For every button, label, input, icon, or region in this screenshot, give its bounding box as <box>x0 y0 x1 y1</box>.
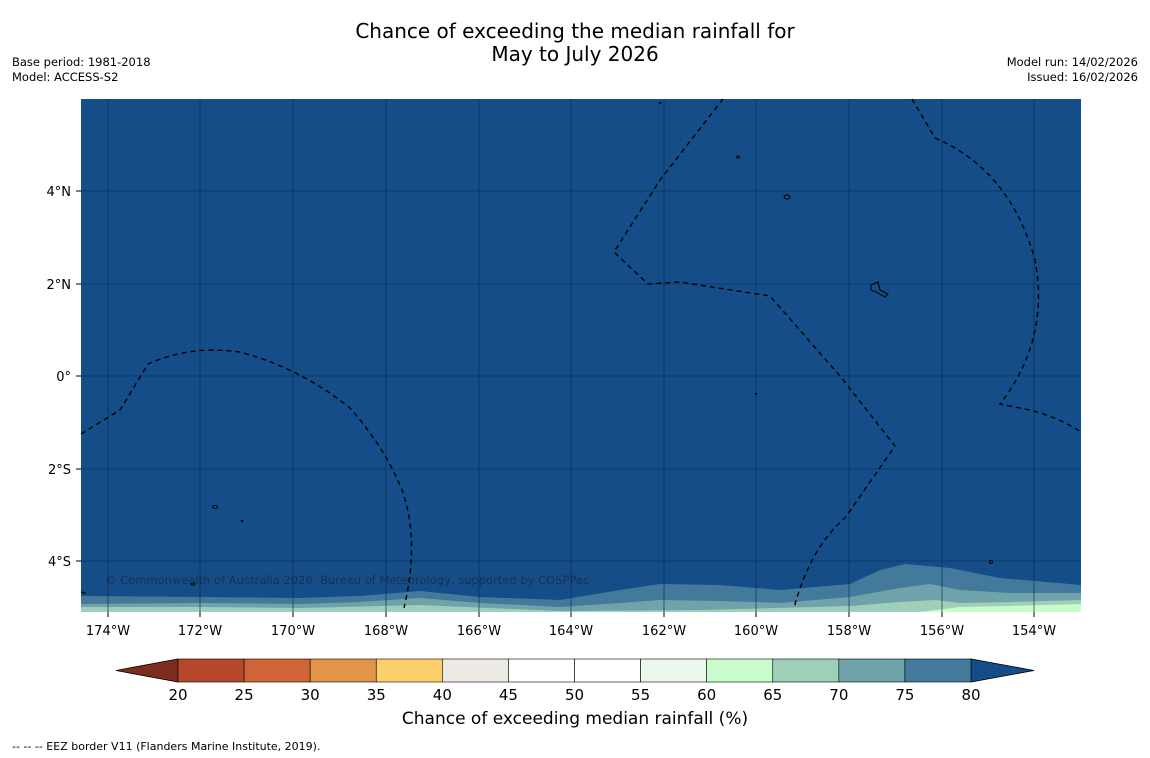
island <box>190 582 196 586</box>
island <box>754 392 758 396</box>
lon-tick-label: 154°W <box>1012 624 1056 639</box>
eez-footnote: -- -- -- EEZ border V11 (Flanders Marine… <box>12 740 321 753</box>
lon-tick-label: 164°W <box>549 624 593 639</box>
colorbar-tick-label: 75 <box>895 686 914 704</box>
colorbar-tick-label: 45 <box>499 686 518 704</box>
lat-tick-label: 2°N <box>47 278 72 293</box>
eez-border-kiribati-west <box>80 349 413 609</box>
colorbar-segment <box>838 658 906 683</box>
colorbar-segment <box>904 658 972 683</box>
island <box>240 519 244 523</box>
colorbar-tick-label: 25 <box>235 686 254 704</box>
lat-tick-label: 0° <box>56 370 71 385</box>
colorbar-tick-label: 65 <box>763 686 782 704</box>
copyright-text: © Commonwealth of Australia 2026, Bureau… <box>105 573 590 587</box>
colorbar-tick-label: 20 <box>168 686 187 704</box>
gridlines <box>81 99 1081 612</box>
lat-tick-label: 2°S <box>48 463 71 478</box>
colorbar-tick-label: 40 <box>433 686 452 704</box>
colorbar-tick-label: 80 <box>961 686 980 704</box>
lon-tick-label: 172°W <box>178 624 222 639</box>
lon-tick-label: 158°W <box>827 624 871 639</box>
chart-title-line2: May to July 2026 <box>491 42 659 66</box>
colorbar-segment <box>574 658 641 683</box>
colorbar-over-arrow <box>970 658 1035 683</box>
colorbar-tick-label: 50 <box>565 686 584 704</box>
colorbar-segment <box>508 658 575 683</box>
colorbar-segment <box>706 658 774 683</box>
colorbar-under-arrow <box>115 658 179 683</box>
model-run-text: Model run: 14/02/2026 <box>1006 55 1138 69</box>
colorbar-segment <box>177 658 245 683</box>
eez-border-sw-corner <box>80 591 89 595</box>
lon-tick-label: 160°W <box>734 624 778 639</box>
band-70-75 <box>81 584 1081 612</box>
meta-right: Model run: 14/02/2026 Issued: 16/02/2026 <box>1007 55 1138 85</box>
colorbar: 20 25 30 35 40 45 50 55 60 65 70 75 80 <box>115 658 1035 704</box>
lon-tick-label: 174°W <box>86 624 130 639</box>
island <box>989 560 993 564</box>
eez-borders <box>80 98 1082 609</box>
meta-left: Base period: 1981-2018 Model: ACCESS-S2 <box>12 55 151 85</box>
island <box>783 194 791 200</box>
colorbar-tick-label: 35 <box>367 686 386 704</box>
colorbar-segment <box>243 658 311 683</box>
base-period-text: Base period: 1981-2018 <box>12 55 151 69</box>
island <box>212 505 218 509</box>
colorbar-segment <box>375 658 443 683</box>
lon-tick-label: 156°W <box>920 624 964 639</box>
lat-labels: 4°N 2°N 0° 2°S 4°S <box>47 185 81 570</box>
island <box>736 155 740 159</box>
lon-tick-label: 168°W <box>364 624 408 639</box>
band-65-70 <box>81 600 1081 612</box>
island <box>658 101 662 105</box>
eez-border-east <box>911 98 1082 433</box>
lon-tick-label: 170°W <box>271 624 315 639</box>
lat-tick-label: 4°S <box>48 555 71 570</box>
colorbar-segment <box>442 658 509 683</box>
lon-tick-label: 162°W <box>642 624 686 639</box>
issued-text: Issued: 16/02/2026 <box>1027 70 1138 84</box>
lon-labels: 174°W 172°W 170°W 168°W 166°W 164°W 162°W 160°W… <box>86 612 1056 639</box>
colorbar-tick-label: 60 <box>697 686 716 704</box>
colorbar-segment <box>772 658 840 683</box>
colorbar-tick-label: 30 <box>301 686 320 704</box>
islands <box>190 101 993 586</box>
colorbar-segment <box>309 658 377 683</box>
lon-tick-label: 166°W <box>457 624 501 639</box>
lat-tick-label: 4°N <box>47 185 72 200</box>
colorbar-tick-label: 55 <box>631 686 650 704</box>
colorbar-segment <box>640 658 707 683</box>
colorbar-label: Chance of exceeding median rainfall (%) <box>401 709 749 729</box>
model-text: Model: ACCESS-S2 <box>12 70 119 84</box>
band-60-65 <box>920 604 1081 612</box>
chart-title-line1: Chance of exceeding the median rainfall … <box>355 19 795 43</box>
colorbar-tick-label: 70 <box>829 686 848 704</box>
island <box>870 281 889 298</box>
ocean-background <box>81 99 1081 612</box>
